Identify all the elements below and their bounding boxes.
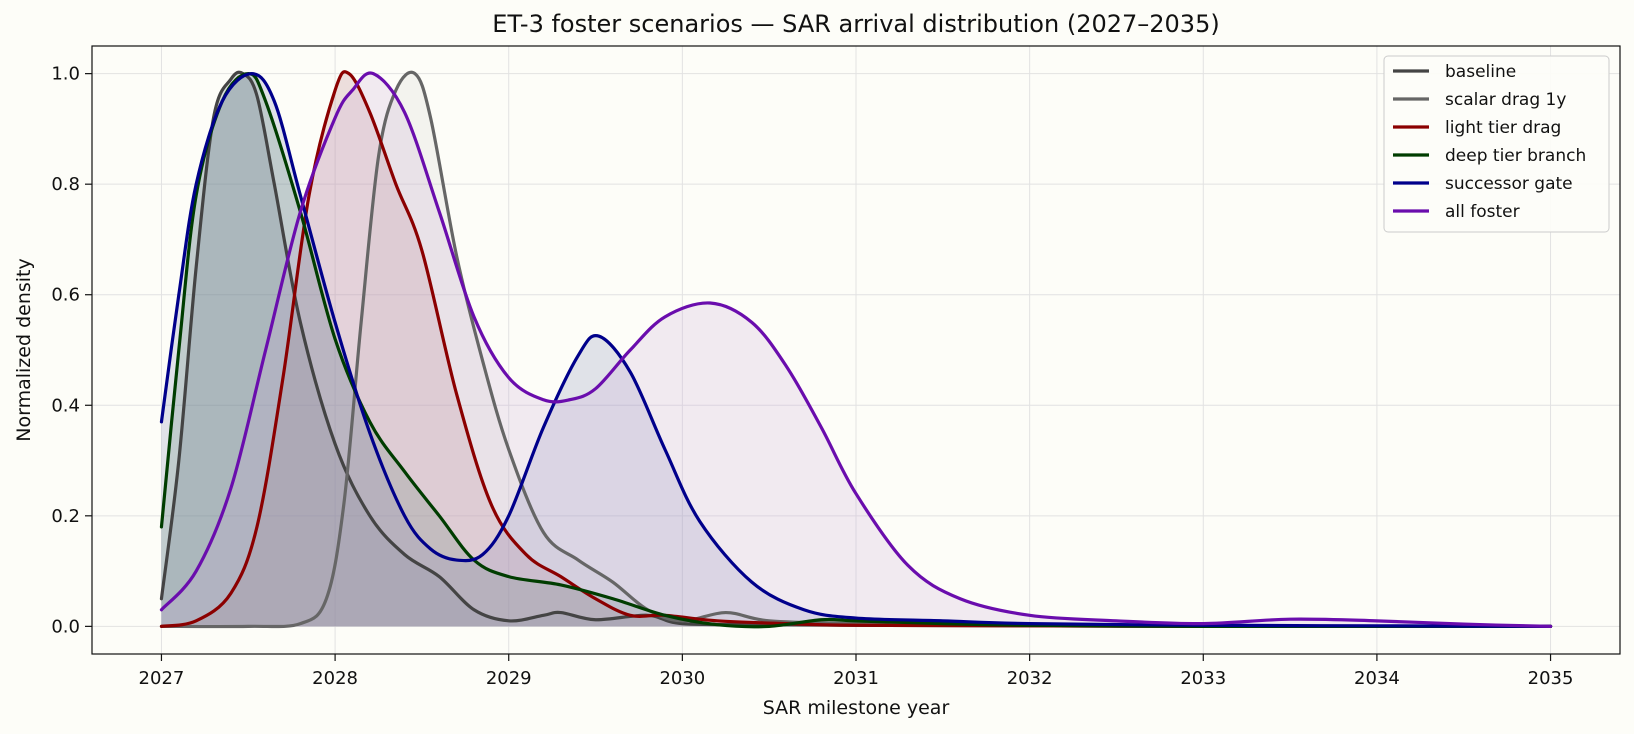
y-tick-label: 0.8 xyxy=(51,174,80,195)
x-tick-label: 2028 xyxy=(312,668,358,689)
area-all-foster xyxy=(161,72,1551,627)
y-tick-label: 0.0 xyxy=(51,616,80,637)
line-all-foster xyxy=(159,71,1553,628)
legend-label: scalar drag 1y xyxy=(1445,90,1566,110)
legend-item-light-tier-drag: light tier drag xyxy=(1393,118,1561,138)
legend-label: all foster xyxy=(1445,202,1520,222)
legend-label: successor gate xyxy=(1445,174,1573,194)
x-tick-label: 2031 xyxy=(833,668,879,689)
x-tick-label: 2032 xyxy=(1007,668,1053,689)
area-scalar-drag-1y xyxy=(161,72,1551,627)
legend-label: baseline xyxy=(1445,62,1516,82)
area-deep-tier-branch xyxy=(161,73,1551,627)
legend-item-successor-gate: successor gate xyxy=(1393,174,1573,194)
area-fills xyxy=(161,71,1551,627)
y-axis-label: Normalized density xyxy=(13,258,35,441)
plot-area xyxy=(159,70,1553,629)
y-tick-label: 0.2 xyxy=(51,506,80,527)
legend-item-deep-tier-branch: deep tier branch xyxy=(1393,146,1586,166)
area-light-tier-drag xyxy=(161,71,1551,627)
line-successor-gate xyxy=(159,72,1553,628)
legend: baseline scalar drag 1y light tier drag dee… xyxy=(1383,55,1610,233)
x-tick-label: 2033 xyxy=(1180,668,1226,689)
series-lines xyxy=(159,70,1553,629)
chart-title: ET-3 foster scenarios — SAR arrival dist… xyxy=(492,10,1219,38)
legend-label: deep tier branch xyxy=(1445,146,1586,166)
area-successor-gate xyxy=(161,73,1551,627)
legend-item-scalar-drag-1y: scalar drag 1y xyxy=(1393,90,1566,110)
x-axis-label: SAR milestone year xyxy=(763,697,950,719)
x-tick-label: 2029 xyxy=(486,668,532,689)
x-tick-label: 2035 xyxy=(1528,668,1574,689)
y-tick-label: 1.0 xyxy=(51,64,80,85)
legend-label: light tier drag xyxy=(1445,118,1561,138)
y-axis: 0.0 0.2 0.4 0.6 0.8 1.0 xyxy=(51,64,92,637)
legend-box xyxy=(1383,55,1610,233)
area-baseline xyxy=(161,72,1551,627)
x-tick-label: 2034 xyxy=(1354,668,1400,689)
x-tick-label: 2030 xyxy=(659,668,705,689)
x-axis: 2027 2028 2029 2030 2031 2032 2033 2034 2035 xyxy=(139,654,1574,689)
legend-item-baseline: baseline xyxy=(1393,62,1516,82)
legend-item-all-foster: all foster xyxy=(1393,202,1520,222)
x-tick-label: 2027 xyxy=(139,668,185,689)
y-tick-label: 0.4 xyxy=(51,395,80,416)
y-tick-label: 0.6 xyxy=(51,285,80,306)
